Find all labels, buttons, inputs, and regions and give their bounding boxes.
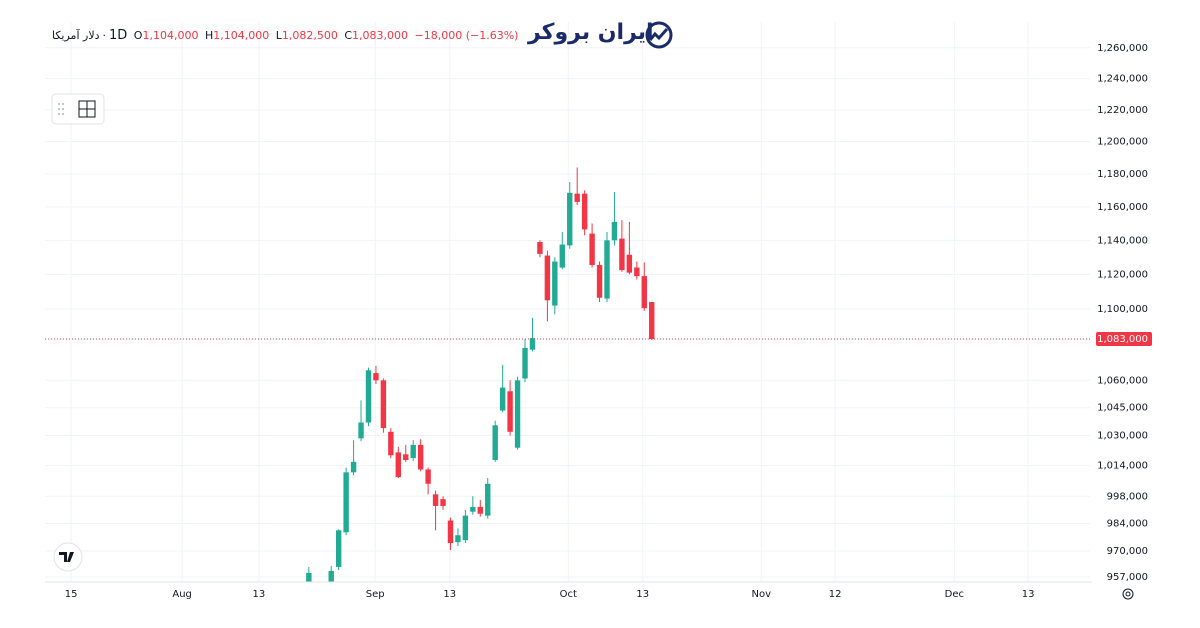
y-tick-label: 1,200,000 [1097, 137, 1148, 148]
candle-body [619, 238, 625, 271]
x-tick-label: Sep [366, 589, 385, 600]
candle-body [410, 444, 416, 459]
y-tick-label: 1,260,000 [1097, 43, 1148, 54]
toolbar-widget[interactable] [51, 93, 105, 125]
y-tick-label: 1,100,000 [1097, 304, 1148, 315]
y-tick-label: 1,030,000 [1097, 431, 1148, 442]
close-key: C [344, 29, 353, 42]
candle-body [328, 570, 334, 582]
candle-body [462, 515, 469, 541]
candle-body [499, 387, 506, 411]
y-tick-label: 1,014,000 [1097, 461, 1148, 472]
candle-body [350, 461, 357, 473]
candle-body [440, 499, 446, 506]
last-price-label: 1,083,000 [1097, 334, 1148, 345]
x-tick-label: 15 [65, 589, 78, 600]
candle-body [544, 255, 551, 301]
y-tick-label: 998,000 [1107, 491, 1148, 502]
x-tick-label: 13 [1022, 589, 1035, 600]
settings-icon[interactable] [1122, 588, 1134, 600]
plot [45, 167, 1090, 582]
candle-body [492, 425, 498, 460]
y-tick-label: 984,000 [1107, 518, 1148, 529]
last-price-box [1096, 332, 1152, 347]
candle-body [641, 276, 647, 309]
x-tick-label: 13 [253, 589, 266, 600]
brand-logo: ایران بروکر [528, 20, 654, 45]
x-tick-label: 13 [443, 589, 456, 600]
candle-body [432, 494, 439, 506]
candle-body [626, 254, 633, 273]
candle-body [634, 267, 640, 277]
candle-body [470, 506, 476, 512]
candle-body [514, 380, 521, 448]
candle-body [403, 454, 409, 460]
separator: · [102, 29, 107, 42]
candle-body [507, 391, 513, 432]
candle-body [477, 506, 483, 514]
candle-body [373, 373, 379, 381]
candle-body [447, 520, 454, 544]
candle-body [596, 264, 603, 298]
brand-icon [645, 21, 673, 49]
y-tick-label: 1,120,000 [1097, 269, 1148, 280]
candle-body [529, 338, 536, 350]
y-tick-label: 1,045,000 [1097, 403, 1148, 414]
candle-body [574, 193, 580, 202]
tv-logo[interactable] [53, 542, 83, 572]
candle-body [425, 469, 431, 484]
low-key: L [275, 29, 282, 42]
candle-body [581, 193, 588, 230]
candle-body [417, 444, 424, 470]
x-tick-label: Dec [945, 589, 964, 600]
close-value: 1,083,000 [352, 29, 408, 42]
high-key: H [204, 29, 214, 42]
legend-header: دلار آمریکا · 1D O1,104,000 H1,104,000 L1,… [52, 28, 521, 43]
candle-body [649, 302, 655, 340]
x-tick-label: 12 [829, 589, 842, 600]
candle-body [537, 242, 543, 254]
symbol: دلار آمریکا [52, 29, 100, 42]
candle-body [395, 452, 402, 478]
candle-body [358, 422, 364, 439]
x-tick-label: Aug [172, 589, 192, 600]
change: −18,000 (−1.63%) [414, 29, 519, 42]
candle-body [365, 370, 372, 423]
y-tick-label: 970,000 [1107, 546, 1148, 557]
y-tick-label: 1,180,000 [1097, 169, 1148, 180]
candle-body [611, 221, 618, 241]
candle-body [343, 472, 349, 533]
candle-body [522, 347, 528, 379]
x-tick-label: 13 [636, 589, 649, 600]
y-tick-label: 1,060,000 [1097, 375, 1148, 386]
candle-body [455, 535, 461, 543]
y-tick-label: 957,000 [1107, 572, 1148, 583]
y-tick-label: 1,160,000 [1097, 202, 1148, 213]
y-tick-label: 1,240,000 [1097, 74, 1148, 85]
high-value: 1,104,000 [213, 29, 270, 42]
candle-body [604, 240, 610, 299]
y-tick-label: 1,140,000 [1097, 235, 1148, 246]
interval: 1D [109, 28, 128, 43]
candle-body [306, 572, 312, 582]
candle-body [589, 233, 595, 265]
x-tick-label: Oct [560, 589, 577, 600]
grid [45, 22, 1090, 582]
open-value: 1,104,000 [142, 29, 199, 42]
open-key: O [133, 29, 143, 42]
candle-body [485, 483, 491, 516]
candle-body [335, 530, 342, 567]
low-value: 1,082,500 [281, 29, 338, 42]
candle-body [567, 192, 573, 246]
y-tick-label: 1,220,000 [1097, 105, 1148, 116]
axes: 957,000 970,000 984,000 998,000 1,014,000 1,0… [65, 43, 1152, 600]
candle-body [388, 431, 394, 456]
candle-body [380, 380, 387, 429]
candle-body [552, 261, 558, 306]
x-tick-label: Nov [752, 589, 772, 600]
candle-body [559, 244, 565, 268]
